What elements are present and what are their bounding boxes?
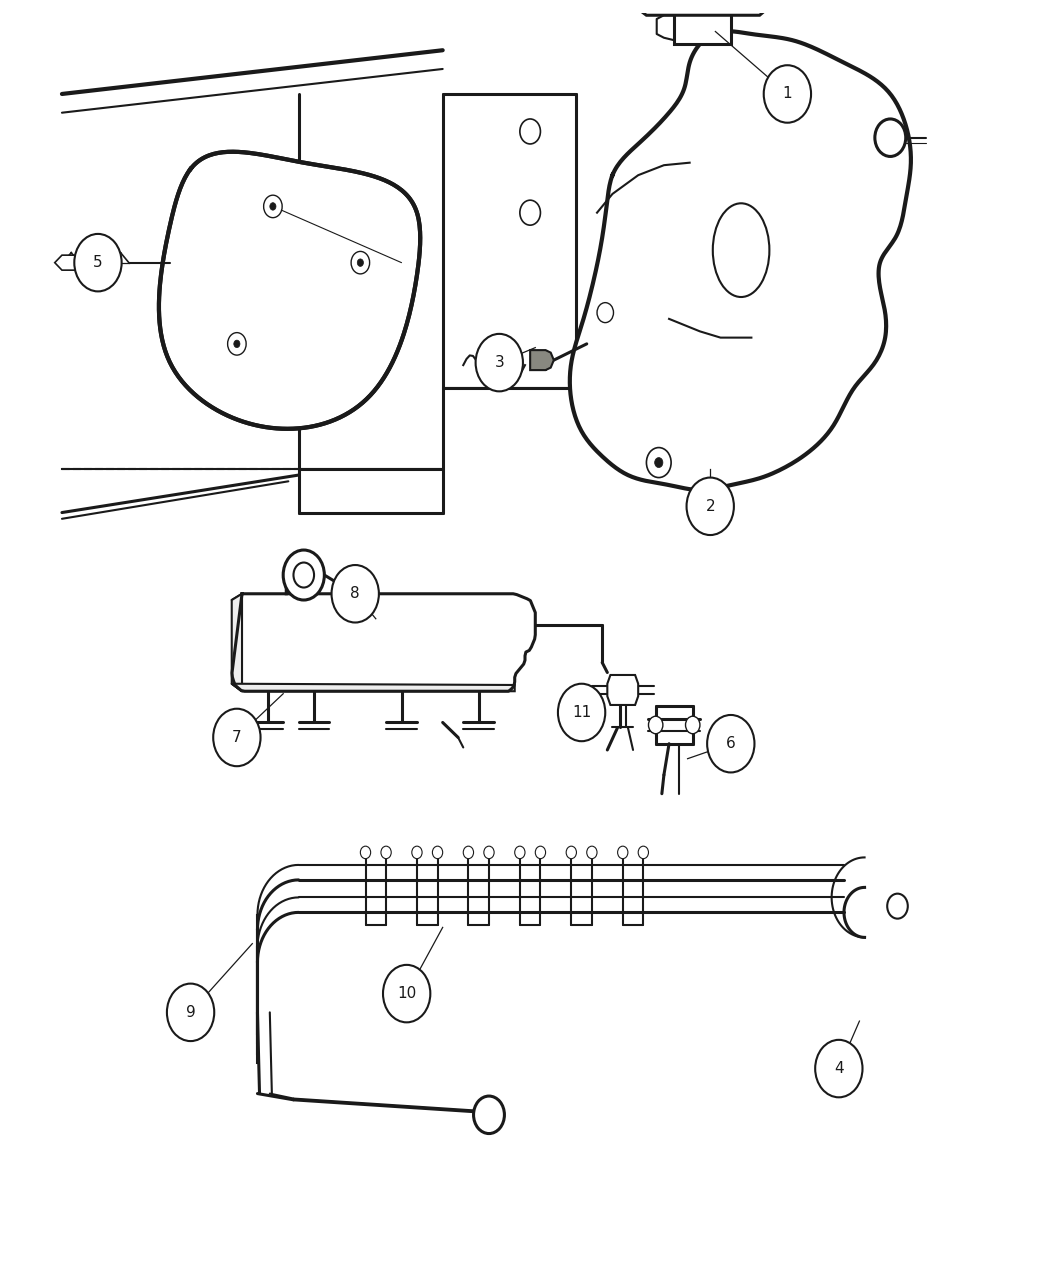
Circle shape	[687, 478, 734, 536]
Circle shape	[484, 847, 495, 858]
Ellipse shape	[713, 203, 770, 297]
Circle shape	[75, 233, 122, 292]
Circle shape	[381, 847, 392, 858]
Text: 9: 9	[186, 1005, 195, 1020]
Polygon shape	[638, 0, 766, 15]
Polygon shape	[674, 13, 731, 43]
Circle shape	[167, 983, 214, 1042]
Polygon shape	[570, 31, 911, 490]
Text: 5: 5	[93, 255, 103, 270]
Circle shape	[558, 683, 605, 741]
Circle shape	[463, 847, 474, 858]
Text: 11: 11	[572, 705, 591, 720]
Text: 1: 1	[782, 87, 792, 102]
Text: 6: 6	[726, 736, 736, 751]
Circle shape	[887, 894, 908, 918]
Text: 10: 10	[397, 986, 416, 1001]
Circle shape	[234, 340, 240, 348]
Circle shape	[520, 200, 541, 226]
Polygon shape	[232, 683, 514, 691]
Circle shape	[707, 715, 755, 773]
Polygon shape	[55, 255, 82, 270]
Circle shape	[351, 251, 370, 274]
Circle shape	[536, 847, 546, 858]
Text: 2: 2	[706, 499, 715, 514]
Circle shape	[332, 565, 379, 622]
Circle shape	[597, 302, 613, 323]
Text: 8: 8	[351, 586, 360, 602]
Circle shape	[763, 65, 811, 122]
Circle shape	[293, 562, 314, 588]
Circle shape	[875, 119, 906, 157]
Circle shape	[647, 448, 671, 478]
Circle shape	[383, 965, 430, 1023]
Circle shape	[654, 458, 663, 468]
Circle shape	[638, 847, 649, 858]
Circle shape	[360, 847, 371, 858]
Circle shape	[357, 259, 363, 266]
Circle shape	[520, 119, 541, 144]
Circle shape	[213, 709, 260, 766]
Polygon shape	[607, 674, 638, 705]
Circle shape	[587, 847, 597, 858]
Polygon shape	[232, 594, 536, 691]
Circle shape	[566, 847, 576, 858]
Text: 3: 3	[495, 356, 504, 370]
Circle shape	[433, 847, 443, 858]
Circle shape	[284, 550, 324, 601]
Polygon shape	[159, 152, 420, 428]
Polygon shape	[530, 351, 553, 370]
Text: 4: 4	[834, 1061, 843, 1076]
Circle shape	[815, 1040, 862, 1098]
Circle shape	[476, 334, 523, 391]
Circle shape	[270, 203, 276, 210]
Circle shape	[617, 847, 628, 858]
Circle shape	[474, 1096, 504, 1133]
Circle shape	[686, 717, 700, 733]
Text: 7: 7	[232, 731, 242, 745]
Circle shape	[264, 195, 282, 218]
Circle shape	[649, 717, 663, 733]
Circle shape	[514, 847, 525, 858]
Circle shape	[228, 333, 246, 356]
Circle shape	[412, 847, 422, 858]
Polygon shape	[232, 594, 242, 691]
